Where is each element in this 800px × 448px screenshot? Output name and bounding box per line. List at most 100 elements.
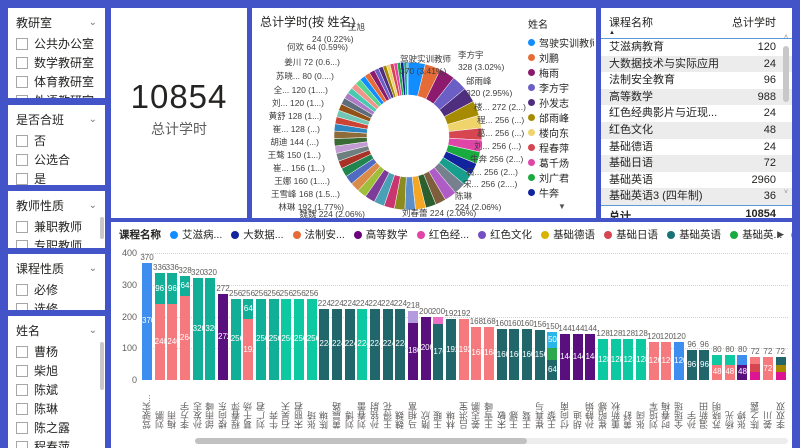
legend-item-红色文化[interactable]: 红色文化 [478,227,532,242]
bar-segment-牛奔[interactable]: 256 [268,298,282,380]
bar-x-label-宋丽君[interactable]: 宋丽君 [294,402,305,429]
bar-segment-王雪峰[interactable]: 168 [484,326,497,380]
bar-segment-王暖[interactable] [433,316,444,325]
bar-x-label-姜川[interactable]: 姜川 [762,411,773,429]
bar-segment-王黎[interactable] [547,348,558,360]
bar-segment-全瑶瑶[interactable]: 120 [674,341,687,380]
filter-option[interactable]: 陈之露 [8,418,105,437]
checkbox[interactable] [16,345,28,358]
bar-x-label-崔真与[interactable]: 崔真与 [534,402,545,429]
filter-option[interactable]: 程春萍 [8,437,105,448]
bar-segment-吕洪宝[interactable]: 192 [458,319,472,380]
bar-segment-刘广君[interactable]: 256 [256,298,269,380]
bar-x-label-宋敏[interactable]: 宋敏 [496,411,507,429]
bar-x-label-孙发志[interactable]: 孙发志 [192,402,203,429]
table-scrollbar[interactable]: ˄ ˅ [781,34,791,196]
bar-segment-杨光[interactable] [724,354,735,365]
bar-segment-孙宇[interactable]: 96 [686,349,697,380]
bar-segment-胡迪[interactable]: 144 [572,334,586,380]
checkbox[interactable] [16,94,28,98]
legend-item-葛千炀[interactable]: 葛千炀 [528,155,594,170]
scrollbar-thumb[interactable] [195,438,528,444]
bar-x-label-刘鹏[interactable]: 刘鹏 [154,411,165,429]
bar-x-label-温新田[interactable]: 温新田 [699,402,710,429]
checkbox[interactable] [16,383,28,396]
bar-x-label-刘博[interactable]: 刘博 [344,411,355,429]
bar-x-label-王黎[interactable]: 王黎 [547,411,558,429]
chevron-down-icon[interactable]: ⌄ [88,199,97,211]
bar-x-label-林琳[interactable]: 林琳 [446,411,457,429]
bar-segment-梅雨[interactable]: 96 [167,273,178,304]
table-row[interactable]: 高等数学 988 [601,88,792,106]
bar-x-label-全瑶瑶[interactable]: 全瑶瑶 [674,402,685,429]
scroll-up-icon[interactable]: ˄ [783,34,789,41]
bar-segment-马相富[interactable]: 180 [408,322,421,380]
bar-segment-孙发志[interactable]: 320 [192,278,206,380]
bar-x-label-孙铭尉[interactable]: 孙铭尉 [370,402,381,429]
bar-x-label-吕洪宝[interactable]: 吕洪宝 [458,402,469,429]
bar-x-label-王雪峰[interactable]: 王雪峰 [484,402,495,429]
bar-segment-驾驶实...[interactable]: 370 [142,262,155,380]
bar-segment-董新秋[interactable]: 128 [610,339,624,380]
legend-item-基础英...[interactable]: 基础英... [791,227,792,242]
bar-segment-孙铭尉[interactable]: 224 [370,308,383,380]
checkbox[interactable] [16,402,28,415]
table-row[interactable]: 红色文化 48 [601,121,792,139]
legend-item-艾滋病...[interactable]: 艾滋病... [170,227,222,242]
filter-option[interactable]: 陈琳 [8,399,105,418]
legend-item-基础日语[interactable]: 基础日语 [604,227,658,242]
scrollbar-thumb[interactable] [100,217,104,239]
bar-segment-葛千炀[interactable]: 64 [243,298,254,320]
bar-segment-石昊天[interactable]: 256 [281,298,295,380]
bar-chart-scrollbar[interactable] [195,438,788,444]
filter-option[interactable]: 专职教师 [8,236,105,248]
chevron-down-icon[interactable]: ⌄ [88,262,97,274]
legend-item-驾驶实训教师[interactable]: 驾驶实训教师 [528,35,594,50]
filter-option[interactable]: 必修 [8,280,105,299]
legend-item-基础英语[interactable]: 基础英语 [667,227,721,242]
bar-segment-付向南[interactable]: 144 [560,334,573,380]
bar-segment-王黎[interactable]: 50 [547,332,558,349]
bar-segment-陈琳[interactable]: 224 [319,308,333,380]
bar-segment-王娜[interactable]: 160 [509,329,523,380]
bar-segment-马相富[interactable] [408,310,419,323]
checkbox[interactable] [16,239,28,248]
bar-segment-王得花[interactable]: 224 [382,308,396,380]
bar-segment-梅雨[interactable]: 240 [167,303,181,380]
checkbox[interactable] [16,283,28,296]
table-row[interactable]: 基础日语 72 [601,155,792,172]
legend-item-程春萍[interactable]: 程春萍 [528,140,594,155]
scrollbar-thumb[interactable] [783,46,789,102]
filter-option[interactable]: 陈斌 [8,380,105,399]
bar-x-label-陈琳[interactable]: 陈琳 [319,411,330,429]
bar-segment-李双双[interactable] [775,364,786,373]
bar-x-label-驾驶实...[interactable]: 驾驶实... [142,394,152,429]
bar-x-label-马相富[interactable]: 马相富 [408,402,419,429]
bar-segment-黄舒[interactable]: 128 [623,339,637,380]
bar-x-label-程春萍[interactable]: 程春萍 [230,402,241,429]
checkbox[interactable] [16,364,28,377]
checkbox[interactable] [16,75,28,88]
bar-x-label-刘培军[interactable]: 刘培军 [648,402,659,429]
bar-segment-刘春蕾[interactable]: 224 [357,308,371,380]
bar-segment-张婷[interactable] [737,354,748,365]
checkbox[interactable] [16,153,28,166]
bar-segment-杨光[interactable]: 48 [724,364,735,380]
bar-x-label-葛千炀[interactable]: 葛千炀 [243,402,254,429]
table-row[interactable]: 红色经典影片与近现... 24 [601,105,792,122]
legend-item-楼向东[interactable]: 楼向东 [528,125,594,140]
bar-segment-刘鹏[interactable]: 240 [154,303,168,380]
bar-x-label-王暖[interactable]: 王暖 [433,411,444,429]
legend-item-法制安...[interactable]: 法制安... [292,227,345,242]
bar-segment-王黎[interactable]: 64 [547,359,558,380]
bar-x-label-隋欣[interactable]: 隋欣 [420,411,431,429]
bar-segment-黄晨路[interactable]: 224 [332,308,345,380]
bar-x-label-楼向东[interactable]: 楼向东 [218,402,229,429]
table-row[interactable]: 基础英语 2960 [601,172,792,189]
filter-option[interactable]: 柴旭 [8,361,105,380]
filter-option[interactable]: 外语教研室 [8,91,105,98]
bar-x-label-刘春蕾[interactable]: 刘春蕾 [357,402,368,429]
bar-segment-苏晓明[interactable] [712,354,723,365]
bar-segment-隋欣[interactable]: 200 [420,316,434,380]
legend-item-梅雨[interactable]: 梅雨 [528,65,594,80]
